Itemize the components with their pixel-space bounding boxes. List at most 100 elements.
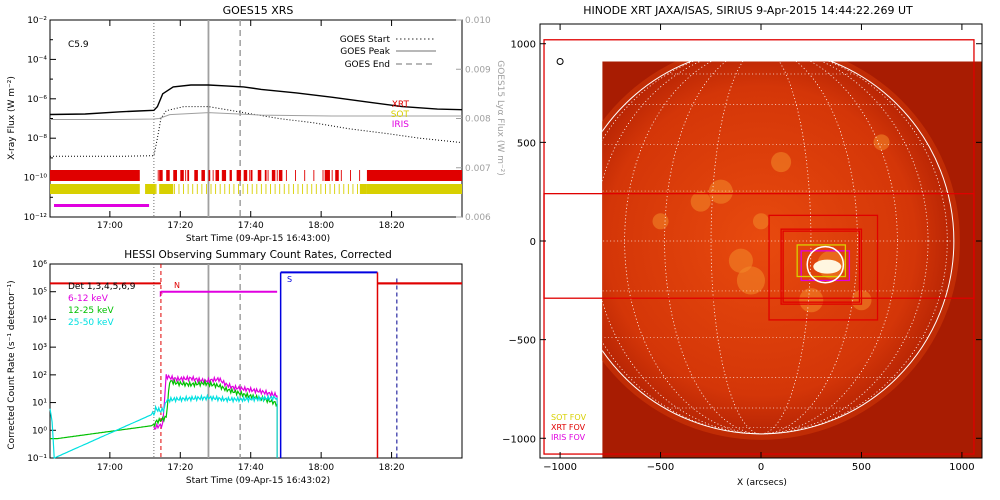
xrt-coverage-tick bbox=[203, 170, 205, 181]
goes-series-0 bbox=[49, 84, 463, 116]
legend-xrt: XRT bbox=[392, 100, 410, 110]
xrt-xtick-label: 1000 bbox=[949, 462, 974, 473]
xrt-ytick-label: −500 bbox=[509, 336, 536, 347]
flare-circle bbox=[806, 245, 845, 284]
xrt-coverage bbox=[257, 170, 262, 181]
goes-y2tick-label: 0.007 bbox=[465, 164, 491, 174]
fov-box bbox=[796, 244, 847, 278]
xrt-coverage bbox=[278, 170, 283, 181]
hessi-frame bbox=[49, 263, 463, 459]
goes-series-1 bbox=[50, 106, 463, 157]
hessi-ytick-label: 10⁻¹ bbox=[27, 454, 47, 464]
xrt-coverage bbox=[324, 170, 330, 181]
xrt-ytick-label: −1000 bbox=[502, 434, 536, 445]
xrt-coverage-tick bbox=[249, 170, 251, 181]
xrt-coverage-tick bbox=[258, 170, 260, 181]
xrt-coverage-tick bbox=[313, 170, 315, 181]
active-region bbox=[728, 248, 753, 273]
sot-coverage-tick bbox=[352, 184, 354, 194]
xrt-coverage-tick bbox=[350, 170, 351, 181]
sot-coverage-tick bbox=[238, 184, 239, 194]
sot-coverage-tick bbox=[210, 184, 212, 194]
sot-coverage-tick bbox=[242, 184, 244, 194]
goes-xtick-label: 17:00 bbox=[97, 221, 123, 231]
xrt-coverage-tick bbox=[304, 170, 306, 181]
xrt-ytick-label: 1000 bbox=[511, 40, 536, 51]
iris-coverage bbox=[54, 204, 150, 207]
sot-coverage-tick bbox=[334, 184, 336, 194]
fov-box bbox=[543, 193, 975, 299]
sot-coverage-tick bbox=[219, 184, 221, 194]
sot-coverage-tick bbox=[155, 184, 157, 194]
hessi-series-2 bbox=[49, 393, 278, 459]
active-region bbox=[690, 191, 711, 212]
sot-coverage-tick bbox=[228, 184, 230, 194]
hessi-ytick-label: 10² bbox=[32, 371, 47, 381]
goes-ylabel: X-ray Flux (W m⁻²) bbox=[7, 76, 17, 160]
active-region bbox=[708, 179, 733, 204]
longitude-line bbox=[710, 61, 812, 435]
legend-goes-end: GOES End bbox=[345, 60, 390, 70]
sot-coverage-tick bbox=[338, 184, 340, 194]
xrt-coverage-tick bbox=[185, 170, 187, 181]
sot-coverage-tick bbox=[260, 184, 262, 194]
reference-marker bbox=[556, 57, 564, 65]
goes-ytick-label: 10⁻⁸ bbox=[27, 134, 47, 144]
sot-coverage-tick bbox=[169, 184, 171, 194]
xrt-coverage-tick bbox=[267, 170, 269, 181]
flag-s: S bbox=[287, 275, 292, 284]
xrt-plot-area: −1000 −500 0 500 1000 −1000 −500 0 500 1000 bbox=[502, 23, 983, 473]
sot-coverage-tick bbox=[343, 184, 345, 194]
active-region bbox=[873, 134, 890, 151]
longitude-line bbox=[602, 61, 929, 435]
goes-xtick-label: 17:40 bbox=[238, 221, 264, 231]
sot-coverage-tick bbox=[270, 184, 271, 194]
goes-y2tick-label: 0.006 bbox=[465, 213, 491, 223]
sot-coverage-tick bbox=[256, 184, 258, 194]
sot-coverage-tick bbox=[315, 184, 317, 194]
xrt-xtick-label: −500 bbox=[647, 462, 674, 473]
goes-legend: GOES Start GOES Peak GOES End bbox=[340, 35, 436, 70]
xrt-coverage-tick bbox=[157, 170, 159, 181]
sot-coverage-tick bbox=[201, 184, 203, 194]
sot-coverage-tick bbox=[329, 184, 331, 194]
xrt-coverage bbox=[215, 170, 220, 181]
active-region bbox=[752, 213, 770, 230]
hessi-xtick-label: 17:20 bbox=[167, 463, 193, 473]
sot-coverage-tick bbox=[320, 184, 322, 194]
goes-title: GOES15 XRS bbox=[223, 4, 294, 17]
xrt-coverage bbox=[50, 170, 140, 181]
legend-iris: IRIS bbox=[392, 120, 410, 130]
hessi-ytick-label: 10⁰ bbox=[32, 426, 47, 436]
xrt-coverage-tick bbox=[295, 170, 296, 181]
hessi-xtick-label: 18:00 bbox=[308, 463, 334, 473]
xrt-panel: HINODE XRT JAXA/ISAS, SIRIUS 9-Apr-2015 … bbox=[502, 4, 983, 488]
xrt-coverage-tick bbox=[194, 170, 196, 181]
goes-y2tick-label: 0.010 bbox=[465, 16, 491, 26]
goes-plot-area: 10⁻¹² 10⁻¹⁰ 10⁻⁸ 10⁻⁶ 10⁻⁴ 10⁻² 0.006 0.007 0.00… bbox=[24, 16, 491, 231]
goes-ytick-label: 10⁻⁴ bbox=[27, 55, 47, 65]
hessi-panel: HESSI Observing Summary Count Rates, Cor… bbox=[7, 249, 463, 486]
longitude-line bbox=[624, 61, 898, 435]
sot-coverage-tick bbox=[173, 184, 175, 194]
active-region bbox=[771, 152, 792, 173]
xrt-coverage bbox=[180, 170, 184, 181]
xrt-coverage-tick bbox=[176, 170, 177, 181]
xrt-coverage-tick bbox=[230, 170, 232, 181]
sot-coverage bbox=[145, 184, 156, 194]
sot-coverage-tick bbox=[325, 184, 326, 194]
xrt-xtick-label: 0 bbox=[758, 462, 764, 473]
sot-coverage-tick bbox=[164, 184, 166, 194]
xrt-xtick-label: 500 bbox=[852, 462, 871, 473]
hessi-ytick-label: 10¹ bbox=[32, 399, 47, 409]
xrt-coverage-tick bbox=[212, 170, 214, 181]
hessi-title: HESSI Observing Summary Count Rates, Cor… bbox=[124, 249, 392, 261]
sot-coverage-tick bbox=[205, 184, 207, 194]
goes-y2tick-label: 0.009 bbox=[465, 65, 491, 75]
legend-xrt-fov: XRT FOV bbox=[551, 423, 586, 432]
solar-image bbox=[602, 61, 982, 459]
sot-coverage bbox=[359, 184, 367, 194]
fov-box bbox=[782, 230, 861, 303]
goes-panel: GOES15 XRS 10⁻¹² 10⁻¹⁰ 10⁻⁸ 10⁻⁶ 10⁻⁴ 10⁻² 0.0… bbox=[7, 4, 505, 244]
